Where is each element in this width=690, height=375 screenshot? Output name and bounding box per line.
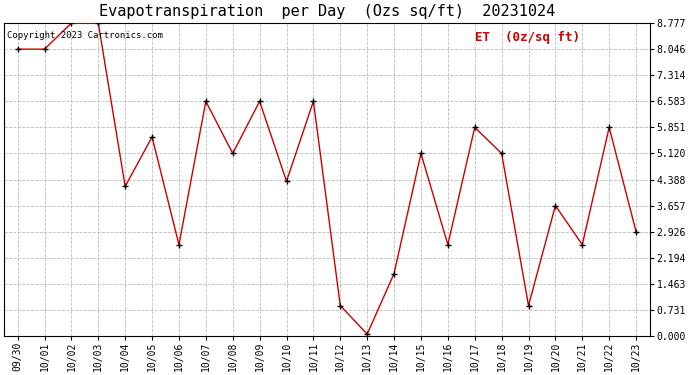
Text: Copyright 2023 Cartronics.com: Copyright 2023 Cartronics.com	[8, 31, 164, 40]
Text: ET  (0z/sq ft): ET (0z/sq ft)	[475, 31, 580, 44]
Title: Evapotranspiration  per Day  (Ozs sq/ft)  20231024: Evapotranspiration per Day (Ozs sq/ft) 2…	[99, 4, 555, 19]
